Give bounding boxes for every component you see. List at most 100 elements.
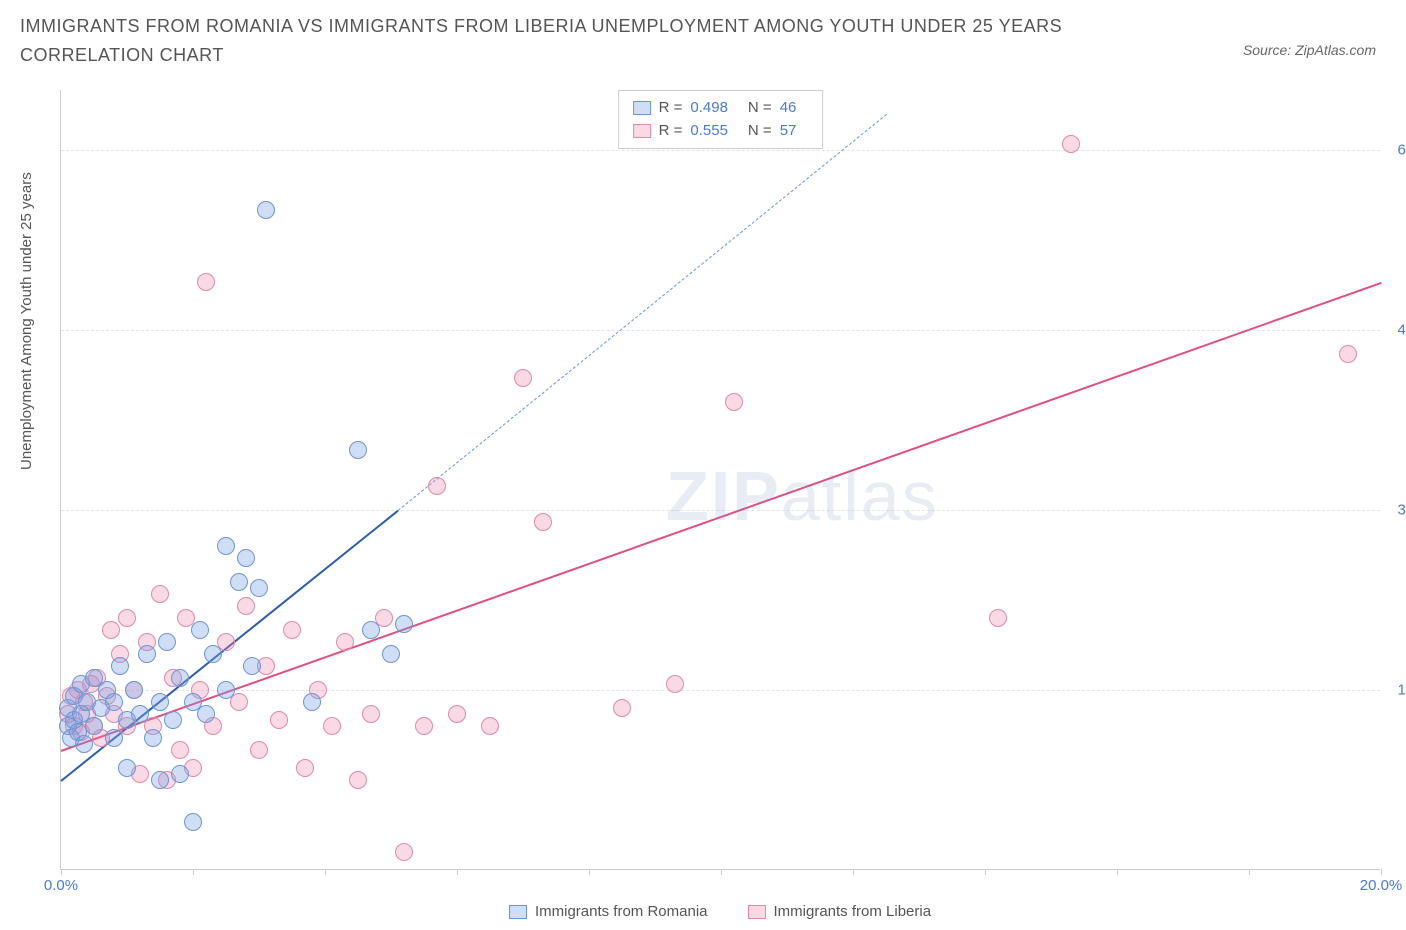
point-series-b [1062, 135, 1080, 153]
point-series-a [395, 615, 413, 633]
gridline [61, 150, 1380, 151]
point-series-a [85, 717, 103, 735]
point-series-b [395, 843, 413, 861]
point-series-a [144, 729, 162, 747]
point-series-b [1339, 345, 1357, 363]
point-series-b [336, 633, 354, 651]
point-series-b [296, 759, 314, 777]
stat-r-value: 0.555 [690, 120, 728, 143]
y-tick-label: 15.0% [1397, 682, 1406, 699]
x-tick [853, 869, 854, 875]
point-series-a [257, 201, 275, 219]
gridline [61, 690, 1380, 691]
point-series-a [75, 735, 93, 753]
point-series-b [118, 609, 136, 627]
point-series-a [171, 765, 189, 783]
point-series-a [191, 621, 209, 639]
point-series-b [666, 675, 684, 693]
stat-r-label: R = [659, 120, 683, 143]
x-tick [721, 869, 722, 875]
stat-n-value: 57 [780, 120, 797, 143]
legend-series: Immigrants from Romania Immigrants from … [60, 903, 1380, 920]
x-tick [1249, 869, 1250, 875]
point-series-a [204, 645, 222, 663]
point-series-b [349, 771, 367, 789]
point-series-b [323, 717, 341, 735]
source-attribution: Source: ZipAtlas.com [1243, 42, 1376, 58]
point-series-b [448, 705, 466, 723]
x-tick-label: 20.0% [1360, 877, 1403, 894]
point-series-a [349, 441, 367, 459]
x-tick [325, 869, 326, 875]
point-series-a [362, 621, 380, 639]
legend-stats-row: R = 0.498 N = 46 [633, 97, 809, 120]
trend-line [61, 282, 1382, 752]
point-series-b [197, 273, 215, 291]
point-series-a [243, 657, 261, 675]
legend-item-a: Immigrants from Romania [509, 903, 708, 920]
point-series-b [237, 597, 255, 615]
legend-swatch-a [509, 905, 527, 919]
legend-swatch-a [633, 101, 651, 115]
point-series-a [151, 693, 169, 711]
stat-n-label: N = [748, 97, 772, 120]
point-series-a [250, 579, 268, 597]
y-tick-label: 45.0% [1397, 322, 1406, 339]
point-series-a [105, 693, 123, 711]
point-series-a [118, 759, 136, 777]
point-series-a [158, 633, 176, 651]
chart-title: IMMIGRANTS FROM ROMANIA VS IMMIGRANTS FR… [20, 12, 1170, 70]
point-series-b [250, 741, 268, 759]
point-series-b [102, 621, 120, 639]
y-axis-label: Unemployment Among Youth under 25 years [18, 172, 35, 470]
gridline [61, 510, 1380, 511]
x-tick [1117, 869, 1118, 875]
point-series-a [184, 813, 202, 831]
x-tick [589, 869, 590, 875]
y-tick-label: 60.0% [1397, 142, 1406, 159]
x-tick-label: 0.0% [44, 877, 78, 894]
point-series-a [164, 711, 182, 729]
stat-r-label: R = [659, 97, 683, 120]
stat-n-label: N = [748, 120, 772, 143]
point-series-b [428, 477, 446, 495]
point-series-a [217, 681, 235, 699]
legend-stats: R = 0.498 N = 46 R = 0.555 N = 57 [618, 90, 824, 149]
x-tick [457, 869, 458, 875]
legend-stats-row: R = 0.555 N = 57 [633, 120, 809, 143]
point-series-a [382, 645, 400, 663]
point-series-b [283, 621, 301, 639]
legend-label: Immigrants from Romania [535, 903, 708, 920]
point-series-a [111, 657, 129, 675]
point-series-b [514, 369, 532, 387]
stat-n-value: 46 [780, 97, 797, 120]
point-series-b [613, 699, 631, 717]
legend-swatch-b [633, 124, 651, 138]
point-series-b [415, 717, 433, 735]
point-series-a [171, 669, 189, 687]
point-series-b [534, 513, 552, 531]
legend-label: Immigrants from Liberia [774, 903, 932, 920]
point-series-a [131, 705, 149, 723]
stat-r-value: 0.498 [690, 97, 728, 120]
legend-item-b: Immigrants from Liberia [748, 903, 932, 920]
point-series-a [303, 693, 321, 711]
watermark: ZIPatlas [666, 456, 939, 536]
legend-swatch-b [748, 905, 766, 919]
x-tick [985, 869, 986, 875]
point-series-a [197, 705, 215, 723]
trend-line [397, 114, 886, 511]
point-series-a [125, 681, 143, 699]
point-series-a [138, 645, 156, 663]
point-series-b [362, 705, 380, 723]
point-series-a [237, 549, 255, 567]
point-series-a [151, 771, 169, 789]
point-series-a [217, 537, 235, 555]
gridline [61, 330, 1380, 331]
scatter-chart: R = 0.498 N = 46 R = 0.555 N = 57 ZIPatl… [60, 90, 1380, 870]
point-series-b [151, 585, 169, 603]
x-tick [61, 869, 62, 875]
point-series-a [230, 573, 248, 591]
y-tick-label: 30.0% [1397, 502, 1406, 519]
point-series-b [171, 741, 189, 759]
